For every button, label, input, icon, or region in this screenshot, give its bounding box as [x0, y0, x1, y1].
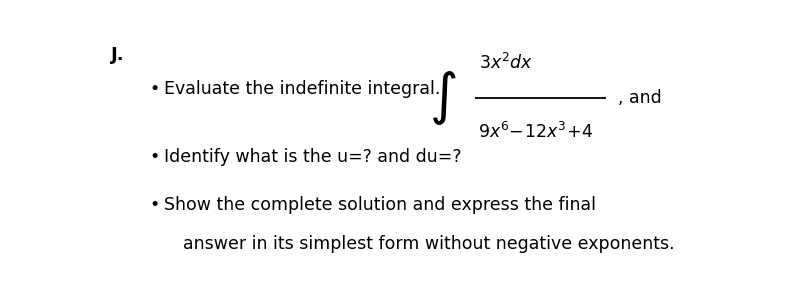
Text: $\int$: $\int$ — [429, 69, 456, 127]
Text: answer in its simplest form without negative exponents.: answer in its simplest form without nega… — [183, 235, 674, 253]
Text: , and: , and — [618, 89, 662, 107]
Text: •: • — [149, 196, 159, 214]
Text: •: • — [149, 80, 159, 98]
Text: •: • — [149, 148, 159, 166]
Text: $9x^6\!-\!12x^3\!+\!4$: $9x^6\!-\!12x^3\!+\!4$ — [477, 122, 593, 142]
Text: J.: J. — [111, 46, 124, 64]
Text: Identify what is the u=? and du=?: Identify what is the u=? and du=? — [164, 148, 462, 166]
Text: $3x^2dx$: $3x^2dx$ — [480, 53, 533, 73]
Text: Show the complete solution and express the final: Show the complete solution and express t… — [164, 196, 596, 214]
Text: Evaluate the indefinite integral.: Evaluate the indefinite integral. — [164, 80, 441, 98]
